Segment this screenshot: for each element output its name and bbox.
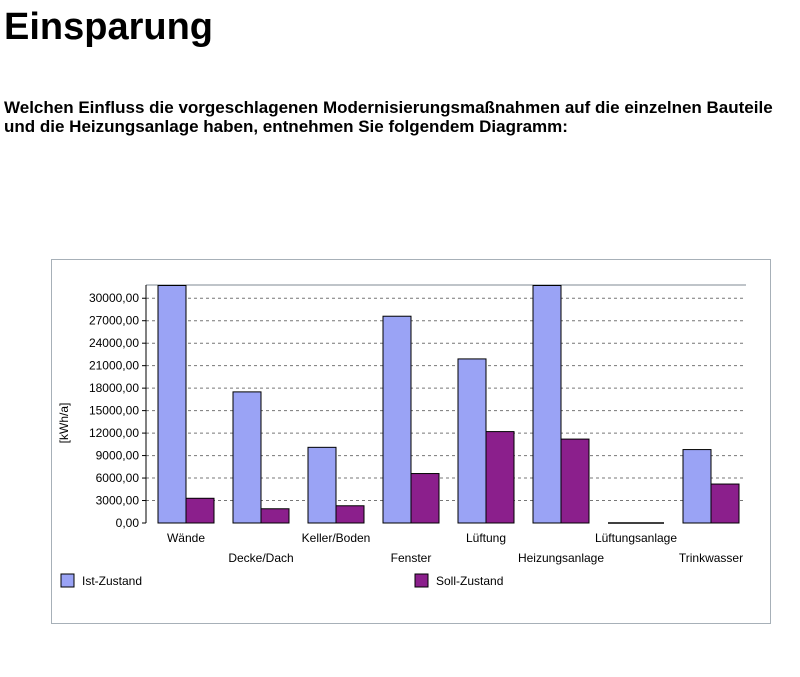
bar-soll bbox=[485, 431, 515, 524]
x-tick-label: Wände bbox=[167, 531, 205, 545]
x-tick-label: Keller/Boden bbox=[302, 531, 371, 545]
bar-ist bbox=[682, 449, 712, 524]
bar-soll bbox=[185, 497, 215, 524]
bar-ist bbox=[532, 285, 562, 524]
x-axis-labels: Wände Decke/Dach Keller/Boden Fenster Lüftun… bbox=[167, 531, 743, 565]
y-tick-label: 9000,00 bbox=[96, 449, 140, 463]
bars bbox=[157, 285, 740, 524]
x-tick-label: Lüftungsanlage bbox=[595, 531, 677, 545]
page-title: Einsparung bbox=[4, 6, 214, 48]
bar-soll bbox=[710, 483, 740, 524]
legend: Ist-Zustand Soll-Zustand bbox=[60, 573, 503, 588]
y-axis-label: [kWh/a] bbox=[57, 403, 71, 444]
bar-ist bbox=[232, 391, 262, 524]
bar-soll bbox=[260, 508, 290, 524]
y-tick-label: 30000,00 bbox=[89, 291, 139, 305]
intro-text: Welchen Einfluss die vorgeschlagenen Mod… bbox=[4, 98, 773, 136]
y-tick-label: 15000,00 bbox=[89, 404, 139, 418]
x-tick-label: Lüftung bbox=[466, 531, 506, 545]
x-tick-label: Trinkwasser bbox=[679, 551, 743, 565]
y-tick-label: 3000,00 bbox=[96, 494, 140, 508]
bar-ist bbox=[307, 446, 337, 524]
y-tick-label: 18000,00 bbox=[89, 381, 139, 395]
legend-swatch bbox=[414, 573, 429, 588]
chart-panel: 0,00 3000,00 6000,00 9000,00 12000,00 15000,0… bbox=[51, 259, 771, 624]
bar-ist bbox=[382, 315, 412, 524]
bar-soll bbox=[335, 505, 365, 524]
grid-lines bbox=[146, 284, 746, 502]
legend-label: Ist-Zustand bbox=[82, 574, 142, 588]
bar-soll bbox=[560, 438, 590, 524]
y-tick-label: 24000,00 bbox=[89, 336, 139, 350]
x-tick-label: Decke/Dach bbox=[228, 551, 293, 565]
y-tick-label: 12000,00 bbox=[89, 426, 139, 440]
bar-ist bbox=[457, 358, 487, 524]
legend-label: Soll-Zustand bbox=[436, 574, 503, 588]
legend-swatch bbox=[60, 573, 75, 588]
y-tick-label: 6000,00 bbox=[96, 471, 140, 485]
y-tick-label: 0,00 bbox=[116, 516, 140, 530]
y-tick-label: 21000,00 bbox=[89, 359, 139, 373]
bar-chart: 0,00 3000,00 6000,00 9000,00 12000,00 15000,0… bbox=[57, 284, 746, 588]
x-tick-label: Fenster bbox=[391, 551, 432, 565]
y-tick-label: 27000,00 bbox=[89, 314, 139, 328]
y-axis-ticks: 0,00 3000,00 6000,00 9000,00 12000,00 15000,0… bbox=[89, 291, 146, 530]
bar-soll bbox=[410, 473, 440, 524]
x-tick-label: Heizungsanlage bbox=[518, 551, 604, 565]
bar-ist bbox=[157, 285, 187, 524]
